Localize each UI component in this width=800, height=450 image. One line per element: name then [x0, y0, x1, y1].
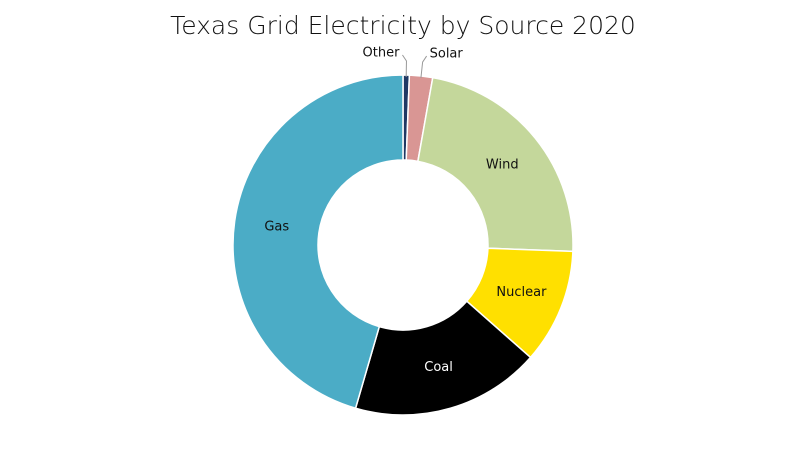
slice-label: Other	[363, 46, 401, 61]
slice-label: Coal	[424, 360, 453, 375]
slice-label: Solar	[430, 47, 464, 62]
slice	[417, 76, 574, 253]
leader-line	[402, 54, 407, 78]
slice-label: Nuclear	[496, 285, 547, 300]
slice	[232, 74, 404, 410]
slice	[354, 300, 532, 416]
slice-label: Wind	[486, 157, 519, 172]
leader-line	[420, 55, 428, 79]
chart-title: Texas Grid Electricity by Source 2020	[170, 11, 636, 40]
slice-label: Gas	[264, 220, 289, 235]
